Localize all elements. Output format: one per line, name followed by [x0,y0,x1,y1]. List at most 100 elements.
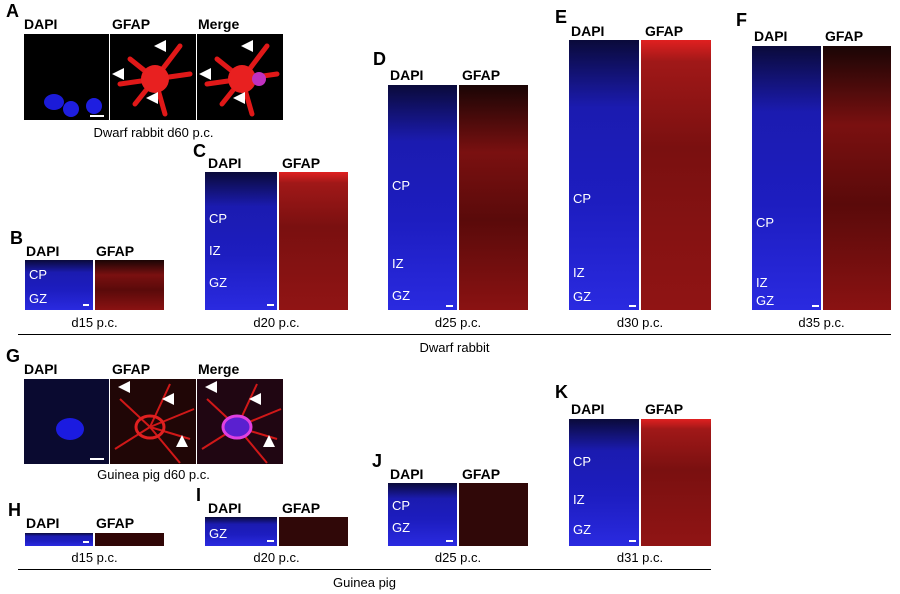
image-k-dapi: CP IZ GZ [569,419,639,546]
arrowhead-icon [118,381,130,393]
zone-label-cp: CP [756,215,775,230]
arrowhead-icon [162,393,174,405]
arrowhead-icon [199,68,211,80]
channel-label-gfap: GFAP [282,155,321,171]
channel-label-gfap: GFAP [112,361,151,377]
scale-bar [90,458,104,460]
caption-b: d15 p.c. [71,315,118,330]
group-label-guinea-pig: Guinea pig [333,575,396,590]
channel-label-gfap: GFAP [96,515,135,531]
channel-label-dapi: DAPI [571,401,605,417]
arrowhead-icon [241,40,253,52]
channel-label-merge: Merge [198,361,240,377]
nuclei-graphic [44,94,102,117]
merge-graphic [204,43,280,117]
caption-k: d31 p.c. [616,550,664,565]
group-divider-bottom [18,569,711,570]
image-g-merge [197,379,283,464]
panel-label-a: A [6,1,19,21]
caption-i: d20 p.c. [253,550,300,565]
scale-bar [267,304,274,306]
group-label-dwarf-rabbit: Dwarf rabbit [419,340,490,355]
astrocyte-graphic [117,43,193,117]
image-i-gfap [279,517,348,546]
zone-label-gz: GZ [209,526,228,541]
image-a-gfap [110,34,196,120]
channel-label-dapi: DAPI [24,361,58,377]
group-divider-top [18,334,891,335]
channel-label-dapi: DAPI [24,16,58,32]
image-h-gfap [95,533,164,546]
channel-label-gfap: GFAP [462,67,501,83]
image-i-dapi: GZ [205,517,277,546]
channel-label-gfap: GFAP [462,466,501,482]
zone-label-iz: IZ [573,265,585,280]
scale-bar [446,305,453,307]
channel-label-gfap: GFAP [645,401,684,417]
channel-label-gfap: GFAP [825,28,864,44]
arrowhead-icon [176,435,188,447]
image-j-gfap [459,483,528,546]
panel-label-b: B [10,228,23,248]
panel-label-k: K [555,382,568,402]
image-b-gfap [95,260,164,310]
channel-label-dapi: DAPI [26,243,60,259]
image-c-gfap [279,172,348,310]
zone-label-gz: GZ [573,289,592,304]
arrowhead-icon [146,92,158,104]
caption-c: d20 p.c. [253,315,300,330]
channel-label-dapi: DAPI [390,466,424,482]
scale-bar [267,540,274,542]
scale-bar [446,540,453,542]
image-e-dapi: CP IZ GZ [569,40,639,310]
channel-label-dapi: DAPI [754,28,788,44]
caption-e: d30 p.c. [616,315,664,330]
image-k-gfap [641,419,711,546]
panel-label-h: H [8,500,21,520]
zone-label-cp: CP [392,178,411,193]
zone-label-gz: GZ [209,275,228,290]
zone-label-gz: GZ [392,520,411,535]
scale-bar [90,115,104,117]
arrowhead-icon [233,92,245,104]
panel-label-j: J [372,451,383,471]
scale-bar [83,541,89,543]
zone-label-iz: IZ [573,492,585,507]
channel-label-dapi: DAPI [26,515,60,531]
arrowhead-icon [263,435,275,447]
caption-a: Dwarf rabbit d60 p.c. [93,125,214,140]
zone-label-cp: CP [392,498,411,513]
arrowhead-icon [249,393,261,405]
image-a-merge [197,34,283,120]
nucleus-graphic [56,418,84,440]
scale-bar [812,305,819,307]
panel-label-c: C [193,141,206,161]
caption-j: d25 p.c. [434,550,482,565]
arrowhead-icon [112,68,124,80]
channel-label-gfap: GFAP [96,243,135,259]
image-a-dapi [24,34,109,120]
image-g-dapi [24,379,109,464]
panel-label-i: I [196,485,202,505]
zone-label-cp: CP [209,211,228,226]
zone-label-cp: CP [29,267,48,282]
image-d-dapi: CP IZ GZ [388,85,457,310]
scale-bar [83,304,89,306]
arrowhead-icon [154,40,166,52]
channel-label-dapi: DAPI [208,155,242,171]
zone-label-gz: GZ [392,288,411,303]
panel-label-d: D [373,49,386,69]
zone-label-iz: IZ [756,275,768,290]
zone-label-gz: GZ [29,291,48,306]
panel-label-e: E [555,7,568,27]
image-f-gfap [823,46,891,310]
image-c-dapi: CP IZ GZ [205,172,277,310]
caption-d: d25 p.c. [434,315,482,330]
caption-f: d35 p.c. [798,315,845,330]
channel-label-gfap: GFAP [112,16,151,32]
panel-label-f: F [736,10,747,30]
image-j-dapi: CP GZ [388,483,457,546]
image-b-dapi: CP GZ [25,260,93,310]
zone-label-cp: CP [573,191,592,206]
zone-label-iz: IZ [209,243,221,258]
